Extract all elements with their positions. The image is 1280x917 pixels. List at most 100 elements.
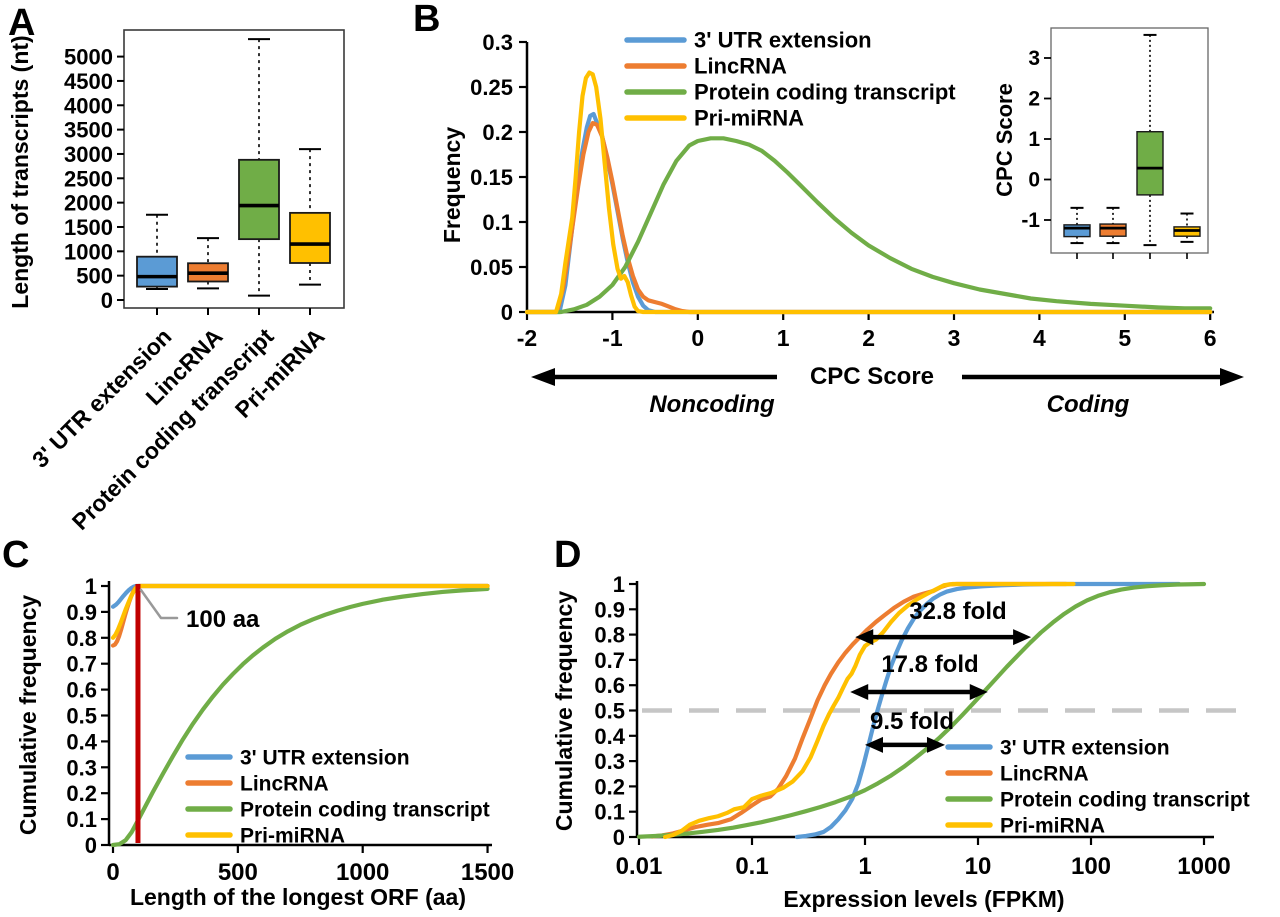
- y-tick-label: 0.2: [594, 774, 625, 799]
- panel-label-b: B: [413, 0, 441, 40]
- panel-label-c: C: [2, 534, 30, 576]
- y-axis-title: Length of transcripts (nt): [7, 35, 33, 308]
- y-tick-label: 0.7: [66, 652, 97, 677]
- y-tick-label: 1: [85, 574, 97, 599]
- y-tick-label: 0.5: [594, 699, 625, 724]
- x-tick-label: -1: [602, 325, 623, 351]
- x-tick-label: 1500: [461, 859, 514, 886]
- box-yellow: [289, 211, 331, 264]
- box-green: [1136, 131, 1164, 196]
- y-tick-label: 0.5: [66, 704, 97, 729]
- box-green: [238, 158, 280, 241]
- y-tick-label: 500: [76, 264, 113, 289]
- y-tick-label: 0.05: [470, 255, 513, 280]
- x-tick-label: 3: [948, 325, 961, 351]
- x-tick-label: 10: [965, 853, 992, 880]
- legend-label: LincRNA: [694, 54, 787, 79]
- legend-label: Protein coding transcript: [240, 799, 490, 822]
- series-yellow: [662, 581, 1076, 840]
- y-tick-label: 0.1: [66, 807, 97, 832]
- y-axis-title: Frequency: [439, 127, 465, 244]
- x-tick-label: 2: [862, 325, 875, 351]
- y-tick-label: 1500: [64, 215, 113, 240]
- fold-arrow-1-right-head: [969, 684, 988, 701]
- x-tick-label: 100: [1071, 853, 1111, 880]
- y-tick-label: 4000: [64, 93, 113, 118]
- y-axis-title: Cumulative frequency: [551, 591, 577, 831]
- inset-y-tick-label: 2: [1028, 88, 1040, 111]
- series-blue: [110, 583, 490, 609]
- box-blue: [136, 255, 178, 288]
- series-yellow: [524, 70, 1213, 315]
- x-category-label: Protein coding transcript: [67, 323, 279, 535]
- series-green: [636, 581, 1207, 839]
- fold-arrow-label: 17.8 fold: [881, 651, 978, 678]
- y-tick-label: 0.25: [470, 75, 513, 100]
- inset-y-tick-label: 0: [1028, 169, 1040, 192]
- marker-leader-line: [139, 588, 179, 620]
- coding-arrow-head: [1220, 368, 1244, 386]
- series-blue: [794, 581, 1182, 840]
- y-tick-label: 0.2: [482, 120, 513, 145]
- y-tick-label: 0.9: [66, 600, 97, 625]
- y-tick-label: 0: [501, 300, 513, 325]
- y-tick-label: 0.6: [66, 678, 97, 703]
- y-tick-label: 0.1: [482, 210, 513, 235]
- x-tick-label: 1000: [1177, 853, 1230, 880]
- y-tick-label: 0: [613, 825, 625, 850]
- y-axis-title: Cumulative frequency: [15, 595, 41, 835]
- y-tick-label: 0.4: [594, 724, 625, 749]
- y-tick-label: 0.6: [594, 673, 625, 698]
- legend-label: 3' UTR extension: [240, 747, 410, 770]
- x-tick-label: 0.1: [735, 853, 768, 880]
- inset-y-axis-title: CPC Score: [992, 83, 1017, 197]
- inset-y-tick-label: -1: [1021, 209, 1040, 232]
- y-tick-label: 0.3: [594, 749, 625, 774]
- y-tick-label: 1000: [64, 239, 113, 264]
- panel-label-a: A: [8, 2, 36, 44]
- coding-label: Coding: [1047, 391, 1130, 418]
- marker-label: 100 aa: [186, 606, 260, 633]
- fold-arrow-2-right-head: [926, 736, 945, 753]
- y-tick-label: 0.4: [66, 729, 97, 754]
- x-tick-label: 1000: [336, 859, 389, 886]
- noncoding-arrow-head: [531, 368, 555, 386]
- fold-arrow-label: 9.5 fold: [870, 708, 954, 735]
- x-axis-title: CPC Score: [810, 363, 934, 390]
- x-tick-label: 0: [106, 859, 119, 886]
- y-tick-label: 5000: [64, 45, 113, 70]
- y-tick-label: 3500: [64, 118, 113, 143]
- series-orange: [649, 581, 1069, 839]
- y-tick-label: 3000: [64, 142, 113, 167]
- inset-y-tick-label: 1: [1028, 128, 1040, 151]
- noncoding-label: Noncoding: [649, 391, 775, 418]
- fold-arrow-label: 32.8 fold: [909, 598, 1006, 625]
- y-tick-label: 0.15: [470, 165, 513, 190]
- y-tick-label: 0.3: [66, 755, 97, 780]
- x-tick-label: 4: [1033, 325, 1046, 351]
- legend-label: Pri-miRNA: [1000, 815, 1105, 838]
- y-tick-label: 0.9: [594, 597, 625, 622]
- panel-a-frame: [123, 29, 345, 309]
- x-tick-label: 0: [691, 325, 704, 351]
- fold-arrow-2-left-head: [865, 736, 883, 753]
- y-tick-label: 0.2: [66, 781, 97, 806]
- legend-label: LincRNA: [1000, 763, 1089, 786]
- x-tick-label: 0.01: [616, 853, 663, 880]
- series-green: [524, 136, 1213, 315]
- x-tick-label: 5: [1118, 325, 1131, 351]
- fold-arrow-0-left-head: [855, 629, 874, 646]
- legend-label: Pri-miRNA: [694, 106, 804, 131]
- x-tick-label: 6: [1204, 325, 1217, 351]
- x-tick-label: 1: [777, 325, 790, 351]
- legend-label: LincRNA: [240, 773, 329, 796]
- y-tick-label: 2000: [64, 191, 113, 216]
- x-tick-label: 1: [858, 853, 871, 880]
- y-tick-label: 0: [85, 833, 97, 858]
- x-axis-title: Expression levels (FPKM): [783, 886, 1064, 912]
- x-axis-title: Length of the longest ORF (aa): [130, 884, 466, 910]
- y-tick-label: 0.7: [594, 648, 625, 673]
- box-blue: [1063, 224, 1091, 238]
- series-green: [110, 586, 490, 848]
- y-tick-label: 0: [101, 288, 113, 313]
